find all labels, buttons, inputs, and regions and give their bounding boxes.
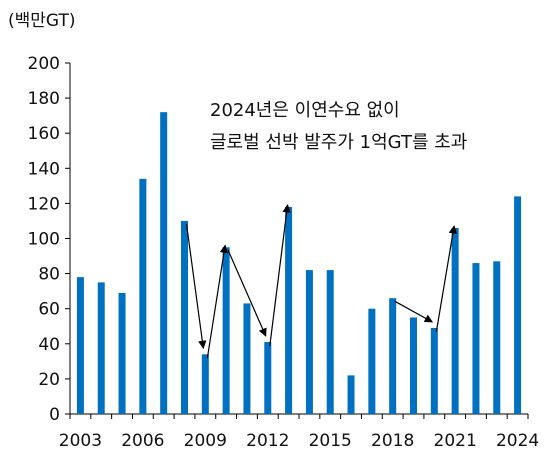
y-tick-label: 40	[38, 335, 60, 355]
y-tick-label: 200	[28, 54, 60, 74]
bar-2003	[76, 277, 84, 414]
bar-2004	[97, 282, 105, 414]
x-tick-label: 2003	[59, 431, 102, 451]
bar-2021	[451, 227, 459, 414]
annotation-arrow	[185, 223, 207, 350]
annotation-line-2: 글로벌 선박 발주가 1억GT를 초과	[210, 132, 468, 153]
y-tick-label: 180	[28, 89, 60, 109]
bar-2017	[368, 308, 376, 414]
x-tick-label: 2018	[371, 431, 414, 451]
annotation-arrows	[185, 204, 458, 359]
bar-2005	[118, 292, 126, 414]
y-axis-unit-label: (백만GT)	[8, 11, 76, 31]
x-tick-label: 2024	[496, 431, 539, 451]
bar-2014	[305, 270, 313, 414]
bar-2007	[160, 112, 168, 414]
annotation-arrow	[206, 244, 229, 359]
bar-2013	[285, 206, 293, 414]
x-tick-label: 2021	[434, 431, 477, 451]
y-tick-label: 20	[38, 370, 60, 390]
y-tick-label: 140	[28, 159, 60, 179]
x-tick-label: 2009	[184, 431, 227, 451]
bar-2020	[430, 328, 438, 414]
annotation-arrow	[435, 225, 458, 333]
y-tick-label: 0	[49, 405, 60, 425]
bar-2019	[410, 317, 417, 414]
bar-2012	[264, 342, 272, 414]
bar-2010	[222, 247, 230, 414]
y-tick-label: 160	[28, 124, 60, 144]
bar-2009	[201, 354, 209, 414]
bar-2018	[389, 298, 397, 414]
bar-2008	[181, 220, 188, 414]
y-tick-label: 80	[38, 265, 60, 285]
chart-annotation: 2024년은 이연수요 없이 글로벌 선박 발주가 1억GT를 초과	[210, 95, 467, 159]
y-tick-label: 120	[28, 194, 60, 214]
x-axis: 2003 2006 2009 2012 2015 2018 2021 2024	[59, 413, 539, 451]
annotation-arrow	[269, 204, 291, 347]
x-tick-label: 2015	[309, 431, 352, 451]
bar-2023	[493, 261, 501, 414]
bar-2015	[326, 270, 334, 414]
y-tick-label: 100	[28, 230, 60, 250]
bar-2022	[472, 263, 480, 414]
annotation-arrow	[227, 250, 267, 337]
bar-2024	[514, 196, 522, 414]
y-axis: 0 20 40 60 80 100 120 140 160 180 200	[28, 54, 71, 425]
x-tick-label: 2006	[121, 431, 164, 451]
bar-2006	[139, 178, 147, 414]
x-tick-label: 2012	[246, 431, 289, 451]
bar-2011	[243, 303, 251, 414]
bar-2016	[347, 375, 355, 414]
annotation-arrow	[394, 300, 434, 323]
bar-series	[76, 112, 522, 414]
y-tick-label: 60	[38, 300, 60, 320]
annotation-line-1: 2024년은 이연수요 없이	[210, 100, 400, 121]
